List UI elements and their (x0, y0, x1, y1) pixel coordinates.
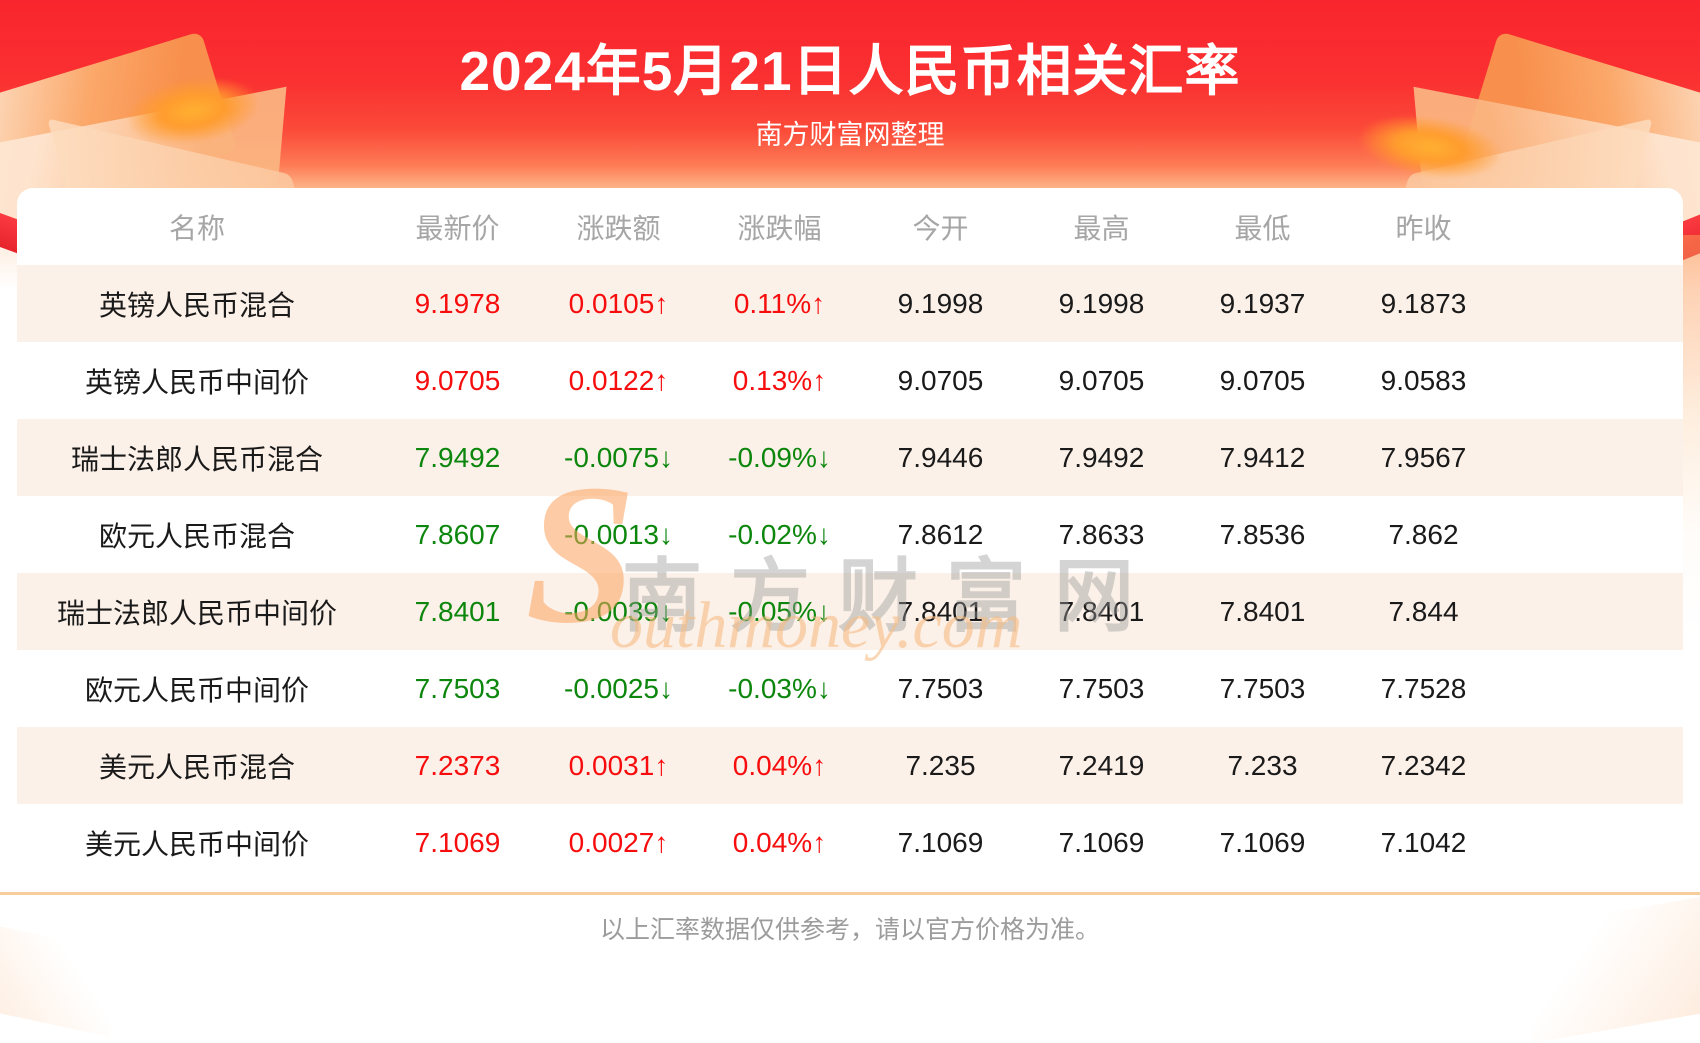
cell-change: 0.0031↑ (568, 749, 669, 781)
cell-low: 7.9412 (1219, 441, 1306, 473)
cell-latest: 7.8401 (414, 595, 501, 627)
cell-high: 7.7503 (1058, 672, 1145, 704)
cell-latest: 9.1978 (414, 287, 501, 319)
cell-change: 0.0105↑ (568, 287, 669, 319)
table-row: 瑞士法郎人民币中间价 7.8401 -0.0039↓ -0.05%↓ 7.8401 7.8… (17, 573, 1683, 650)
column-header-open: 今开 (912, 212, 969, 244)
cell-prev_close: 9.1873 (1380, 287, 1467, 319)
column-header-latest: 最新价 (415, 212, 500, 244)
cell-prev_close: 7.9567 (1380, 441, 1467, 473)
cell-latest: 7.7503 (414, 672, 501, 704)
cell-change_pct: -0.03%↓ (728, 672, 831, 704)
cell-low: 7.8536 (1219, 518, 1306, 550)
cell-open: 9.0705 (897, 364, 984, 396)
cell-prev_close: 7.1042 (1380, 826, 1467, 858)
cell-change_pct: 0.04%↑ (732, 749, 827, 781)
cell-name: 瑞士法郎人民币混合 (70, 443, 323, 475)
cell-open: 7.8612 (897, 518, 984, 550)
table-row: 欧元人民币中间价 7.7503 -0.0025↓ -0.03%↓ 7.7503 7.750… (17, 650, 1683, 727)
cell-open: 9.1998 (897, 287, 984, 319)
column-header-name: 名称 (168, 212, 225, 244)
table-row: 瑞士法郎人民币混合 7.9492 -0.0075↓ -0.09%↓ 7.9446 7.94… (17, 419, 1683, 496)
cell-change: 0.0122↑ (568, 364, 669, 396)
cell-change: -0.0039↓ (564, 595, 673, 627)
cell-prev_close: 7.862 (1388, 518, 1459, 550)
page-title: 2024年5月21日人民币相关汇率 (459, 40, 1241, 102)
cell-high: 9.0705 (1058, 364, 1145, 396)
rates-table: 名称 最新价 涨跌额 涨跌幅 今开 最高 最低 昨收 英镑人民币混合 9.1978… (17, 188, 1683, 881)
cell-change_pct: -0.05%↓ (728, 595, 831, 627)
footer-divider (0, 892, 1700, 895)
cell-high: 7.8401 (1058, 595, 1145, 627)
cell-latest: 7.9492 (414, 441, 501, 473)
table-body: 英镑人民币混合 9.1978 0.0105↑ 0.11%↑ 9.1998 9.1998 9.… (17, 265, 1683, 881)
cell-prev_close: 7.2342 (1380, 749, 1467, 781)
cell-open: 7.9446 (897, 441, 984, 473)
cell-low: 7.233 (1227, 749, 1298, 781)
page-subtitle: 南方财富网整理 (755, 120, 945, 150)
cell-change: -0.0013↓ (564, 518, 673, 550)
column-header-change-pct: 涨跌幅 (737, 212, 822, 244)
table-row: 美元人民币混合 7.2373 0.0031↑ 0.04%↑ 7.235 7.2419 7.2… (17, 727, 1683, 804)
cell-change_pct: 0.11%↑ (733, 287, 826, 319)
cell-prev_close: 7.844 (1388, 595, 1459, 627)
cell-latest: 9.0705 (414, 364, 501, 396)
cell-open: 7.1069 (897, 826, 984, 858)
cell-latest: 7.1069 (414, 826, 501, 858)
cell-high: 7.8633 (1058, 518, 1145, 550)
cell-name: 美元人民币中间价 (84, 828, 309, 860)
cell-latest: 7.2373 (414, 749, 501, 781)
footer-note: 以上汇率数据仅供参考，请以官方价格为准。 (599, 916, 1100, 944)
cell-latest: 7.8607 (414, 518, 501, 550)
cell-name: 美元人民币混合 (98, 751, 295, 783)
table-row: 欧元人民币混合 7.8607 -0.0013↓ -0.02%↓ 7.8612 7.8633… (17, 496, 1683, 573)
cell-open: 7.235 (905, 749, 976, 781)
cell-name: 瑞士法郎人民币中间价 (56, 597, 337, 629)
cell-change_pct: -0.09%↓ (728, 441, 831, 473)
column-header-prev-close: 昨收 (1395, 212, 1452, 244)
cell-high: 9.1998 (1058, 287, 1145, 319)
cell-name: 欧元人民币混合 (98, 520, 295, 552)
cell-change: -0.0025↓ (564, 672, 673, 704)
cell-low: 7.8401 (1219, 595, 1306, 627)
cell-change_pct: -0.02%↓ (728, 518, 831, 550)
cell-change_pct: 0.13%↑ (732, 364, 827, 396)
column-header-low: 最低 (1234, 212, 1291, 244)
cell-change: 0.0027↑ (568, 826, 669, 858)
table-row: 美元人民币中间价 7.1069 0.0027↑ 0.04%↑ 7.1069 7.1069 7… (17, 804, 1683, 881)
cell-low: 7.7503 (1219, 672, 1306, 704)
cell-low: 9.1937 (1219, 287, 1306, 319)
cell-open: 7.7503 (897, 672, 984, 704)
cell-high: 7.2419 (1058, 749, 1145, 781)
cell-prev_close: 9.0583 (1380, 364, 1467, 396)
column-header-change: 涨跌额 (576, 212, 661, 244)
cell-open: 7.8401 (897, 595, 984, 627)
cell-high: 7.9492 (1058, 441, 1145, 473)
table-row: 英镑人民币混合 9.1978 0.0105↑ 0.11%↑ 9.1998 9.1998 9.… (17, 265, 1683, 342)
cell-high: 7.1069 (1058, 826, 1145, 858)
table-header: 名称 最新价 涨跌额 涨跌幅 今开 最高 最低 昨收 (17, 188, 1683, 265)
cell-low: 9.0705 (1219, 364, 1306, 396)
cell-low: 7.1069 (1219, 826, 1306, 858)
cell-change_pct: 0.04%↑ (732, 826, 827, 858)
cell-change: -0.0075↓ (564, 441, 673, 473)
cell-prev_close: 7.7528 (1380, 672, 1467, 704)
cell-name: 英镑人民币中间价 (84, 366, 309, 398)
column-header-high: 最高 (1073, 212, 1130, 244)
cell-name: 英镑人民币混合 (98, 289, 295, 321)
table-row: 英镑人民币中间价 9.0705 0.0122↑ 0.13%↑ 9.0705 9.0705 9… (17, 342, 1683, 419)
cell-name: 欧元人民币中间价 (84, 674, 309, 706)
